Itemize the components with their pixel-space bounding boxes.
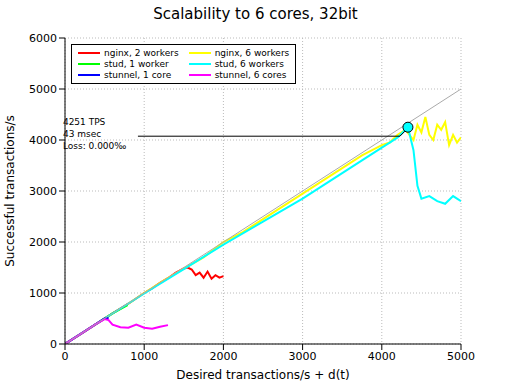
- svg-text:3000: 3000: [29, 185, 57, 198]
- svg-text:Desired transactions/s + d(t): Desired transactions/s + d(t): [176, 368, 349, 382]
- html-text:nginx, 6 workers: nginx, 6 workers: [214, 48, 290, 58]
- svg-text:2000: 2000: [209, 350, 237, 363]
- svg-text:3000: 3000: [289, 350, 317, 363]
- svg-text:2000: 2000: [29, 236, 57, 249]
- html-text:stud, 6 workers: stud, 6 workers: [214, 59, 284, 69]
- html-text:stunnel, 6 cores: stunnel, 6 cores: [214, 70, 287, 80]
- svg-text:5000: 5000: [29, 83, 57, 96]
- html-text:stunnel, 1 core: stunnel, 1 core: [104, 70, 172, 80]
- html-text:nginx, 2 workers: nginx, 2 workers: [104, 48, 179, 58]
- svg-text:1000: 1000: [130, 350, 158, 363]
- svg-text:5000: 5000: [447, 350, 475, 363]
- svg-text:4000: 4000: [368, 350, 396, 363]
- html-text:stud, 1 worker: stud, 1 worker: [104, 59, 169, 69]
- svg-text:6000: 6000: [29, 32, 57, 45]
- svg-text:0: 0: [62, 350, 69, 363]
- svg-text:Loss: 0.000‰: Loss: 0.000‰: [63, 141, 126, 151]
- svg-text:4000: 4000: [29, 134, 57, 147]
- svg-text:Successful transactions/s: Successful transactions/s: [8, 115, 17, 267]
- svg-text:43 msec: 43 msec: [63, 129, 101, 139]
- svg-text:0: 0: [50, 338, 57, 351]
- svg-text:4251 TPS: 4251 TPS: [63, 117, 106, 127]
- html-text:Scalability to 6 cores, 32bit: Scalability to 6 cores, 32bit: [153, 5, 358, 23]
- svg-text:1000: 1000: [29, 287, 57, 300]
